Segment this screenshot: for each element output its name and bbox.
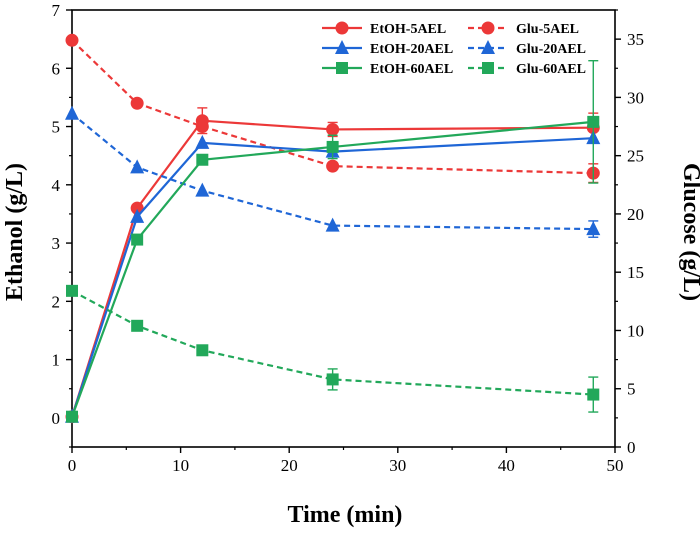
legend-item-etoh-20ael: EtOH-20AEL bbox=[322, 40, 453, 57]
legend-label: EtOH-60AEL bbox=[370, 62, 453, 77]
y-right-tick-label: 20 bbox=[627, 205, 644, 224]
legend-item-glu-20ael: Glu-20AEL bbox=[468, 40, 586, 57]
legend-label: EtOH-20AEL bbox=[370, 42, 453, 57]
data-point-etoh-20ael bbox=[195, 134, 210, 149]
y-right-tick-label: 5 bbox=[627, 380, 636, 399]
x-tick-label: 10 bbox=[172, 456, 189, 475]
legend-marker bbox=[335, 40, 349, 54]
x-tick-label: 50 bbox=[607, 456, 624, 475]
y-right-tick-label: 15 bbox=[627, 263, 644, 282]
legend-label: Glu-20AEL bbox=[516, 42, 586, 57]
y-left-tick-label: 4 bbox=[52, 176, 61, 195]
data-point-glu-5ael bbox=[326, 159, 340, 173]
legend-item-glu-5ael: Glu-5AEL bbox=[468, 21, 579, 37]
data-point-glu-5ael bbox=[195, 120, 209, 134]
series-line-glu-5ael bbox=[71, 39, 594, 175]
y-left-tick-label: 3 bbox=[52, 234, 61, 253]
data-point-glu-5ael bbox=[130, 96, 144, 110]
legend-item-etoh-60ael: EtOH-60AEL bbox=[322, 62, 453, 77]
series-layer bbox=[65, 33, 601, 424]
legend-item-etoh-5ael: EtOH-5AEL bbox=[322, 21, 446, 37]
y-right-tick-label: 35 bbox=[627, 30, 644, 49]
data-point-glu-20ael bbox=[325, 217, 340, 232]
y-right-tick-label: 10 bbox=[627, 321, 644, 340]
legend-label: Glu-5AEL bbox=[516, 22, 579, 37]
legend-item-glu-60ael: Glu-60AEL bbox=[468, 62, 586, 77]
legend-marker bbox=[482, 62, 494, 74]
data-point-etoh-60ael bbox=[196, 153, 209, 166]
x-tick-label: 20 bbox=[281, 456, 298, 475]
series-glu-5ael bbox=[65, 33, 600, 184]
x-tick-label: 30 bbox=[389, 456, 406, 475]
y-left-tick-label: 0 bbox=[52, 409, 61, 428]
y-axis-left-title: Ethanol (g/L) bbox=[2, 163, 28, 301]
legend-label: Glu-60AEL bbox=[516, 62, 586, 77]
y-right-tick-label: 0 bbox=[627, 438, 636, 457]
data-point-glu-60ael bbox=[196, 344, 209, 357]
data-point-glu-60ael bbox=[66, 284, 78, 297]
data-point-glu-60ael bbox=[587, 388, 600, 401]
y-right-tick-label: 25 bbox=[627, 147, 644, 166]
data-point-etoh-60ael bbox=[131, 233, 144, 246]
legend-marker bbox=[481, 21, 495, 35]
legend: EtOH-5AEL Glu-5AEL EtOH-20AEL Glu-20AEL EtOH… bbox=[322, 21, 586, 77]
data-point-glu-20ael bbox=[130, 159, 145, 174]
x-axis-title: Time (min) bbox=[288, 502, 403, 528]
legend-label: EtOH-5AEL bbox=[370, 22, 446, 37]
y-left-tick-label: 6 bbox=[52, 59, 61, 78]
y-left-tick-label: 1 bbox=[52, 351, 61, 370]
data-point-glu-20ael bbox=[195, 182, 210, 197]
series-glu-60ael bbox=[66, 284, 600, 413]
y-axis-right-title: Glucose (g/L) bbox=[678, 163, 700, 301]
data-point-etoh-60ael bbox=[326, 140, 339, 153]
legend-marker bbox=[335, 21, 349, 35]
data-point-etoh-20ael bbox=[130, 208, 145, 223]
data-point-etoh-60ael bbox=[587, 115, 600, 128]
data-point-etoh-5ael bbox=[130, 201, 144, 215]
series-glu-20ael bbox=[65, 105, 601, 238]
data-point-glu-60ael bbox=[131, 319, 144, 332]
x-tick-label: 40 bbox=[498, 456, 515, 475]
data-point-glu-20ael bbox=[65, 105, 79, 120]
data-point-etoh-5ael bbox=[326, 122, 340, 136]
y-right-tick-label: 30 bbox=[627, 88, 644, 107]
series-etoh-60ael bbox=[66, 59, 600, 423]
x-tick-label: 0 bbox=[68, 456, 77, 475]
y-left-tick-label: 5 bbox=[52, 118, 61, 137]
legend-marker bbox=[481, 40, 495, 54]
data-point-glu-60ael bbox=[326, 373, 339, 386]
data-point-glu-5ael bbox=[65, 33, 79, 47]
data-point-glu-20ael bbox=[586, 221, 601, 236]
y-left-tick-label: 2 bbox=[52, 292, 61, 311]
legend-marker bbox=[336, 62, 348, 74]
data-point-etoh-60ael bbox=[66, 410, 78, 423]
y-left-tick-label: 7 bbox=[52, 1, 61, 20]
